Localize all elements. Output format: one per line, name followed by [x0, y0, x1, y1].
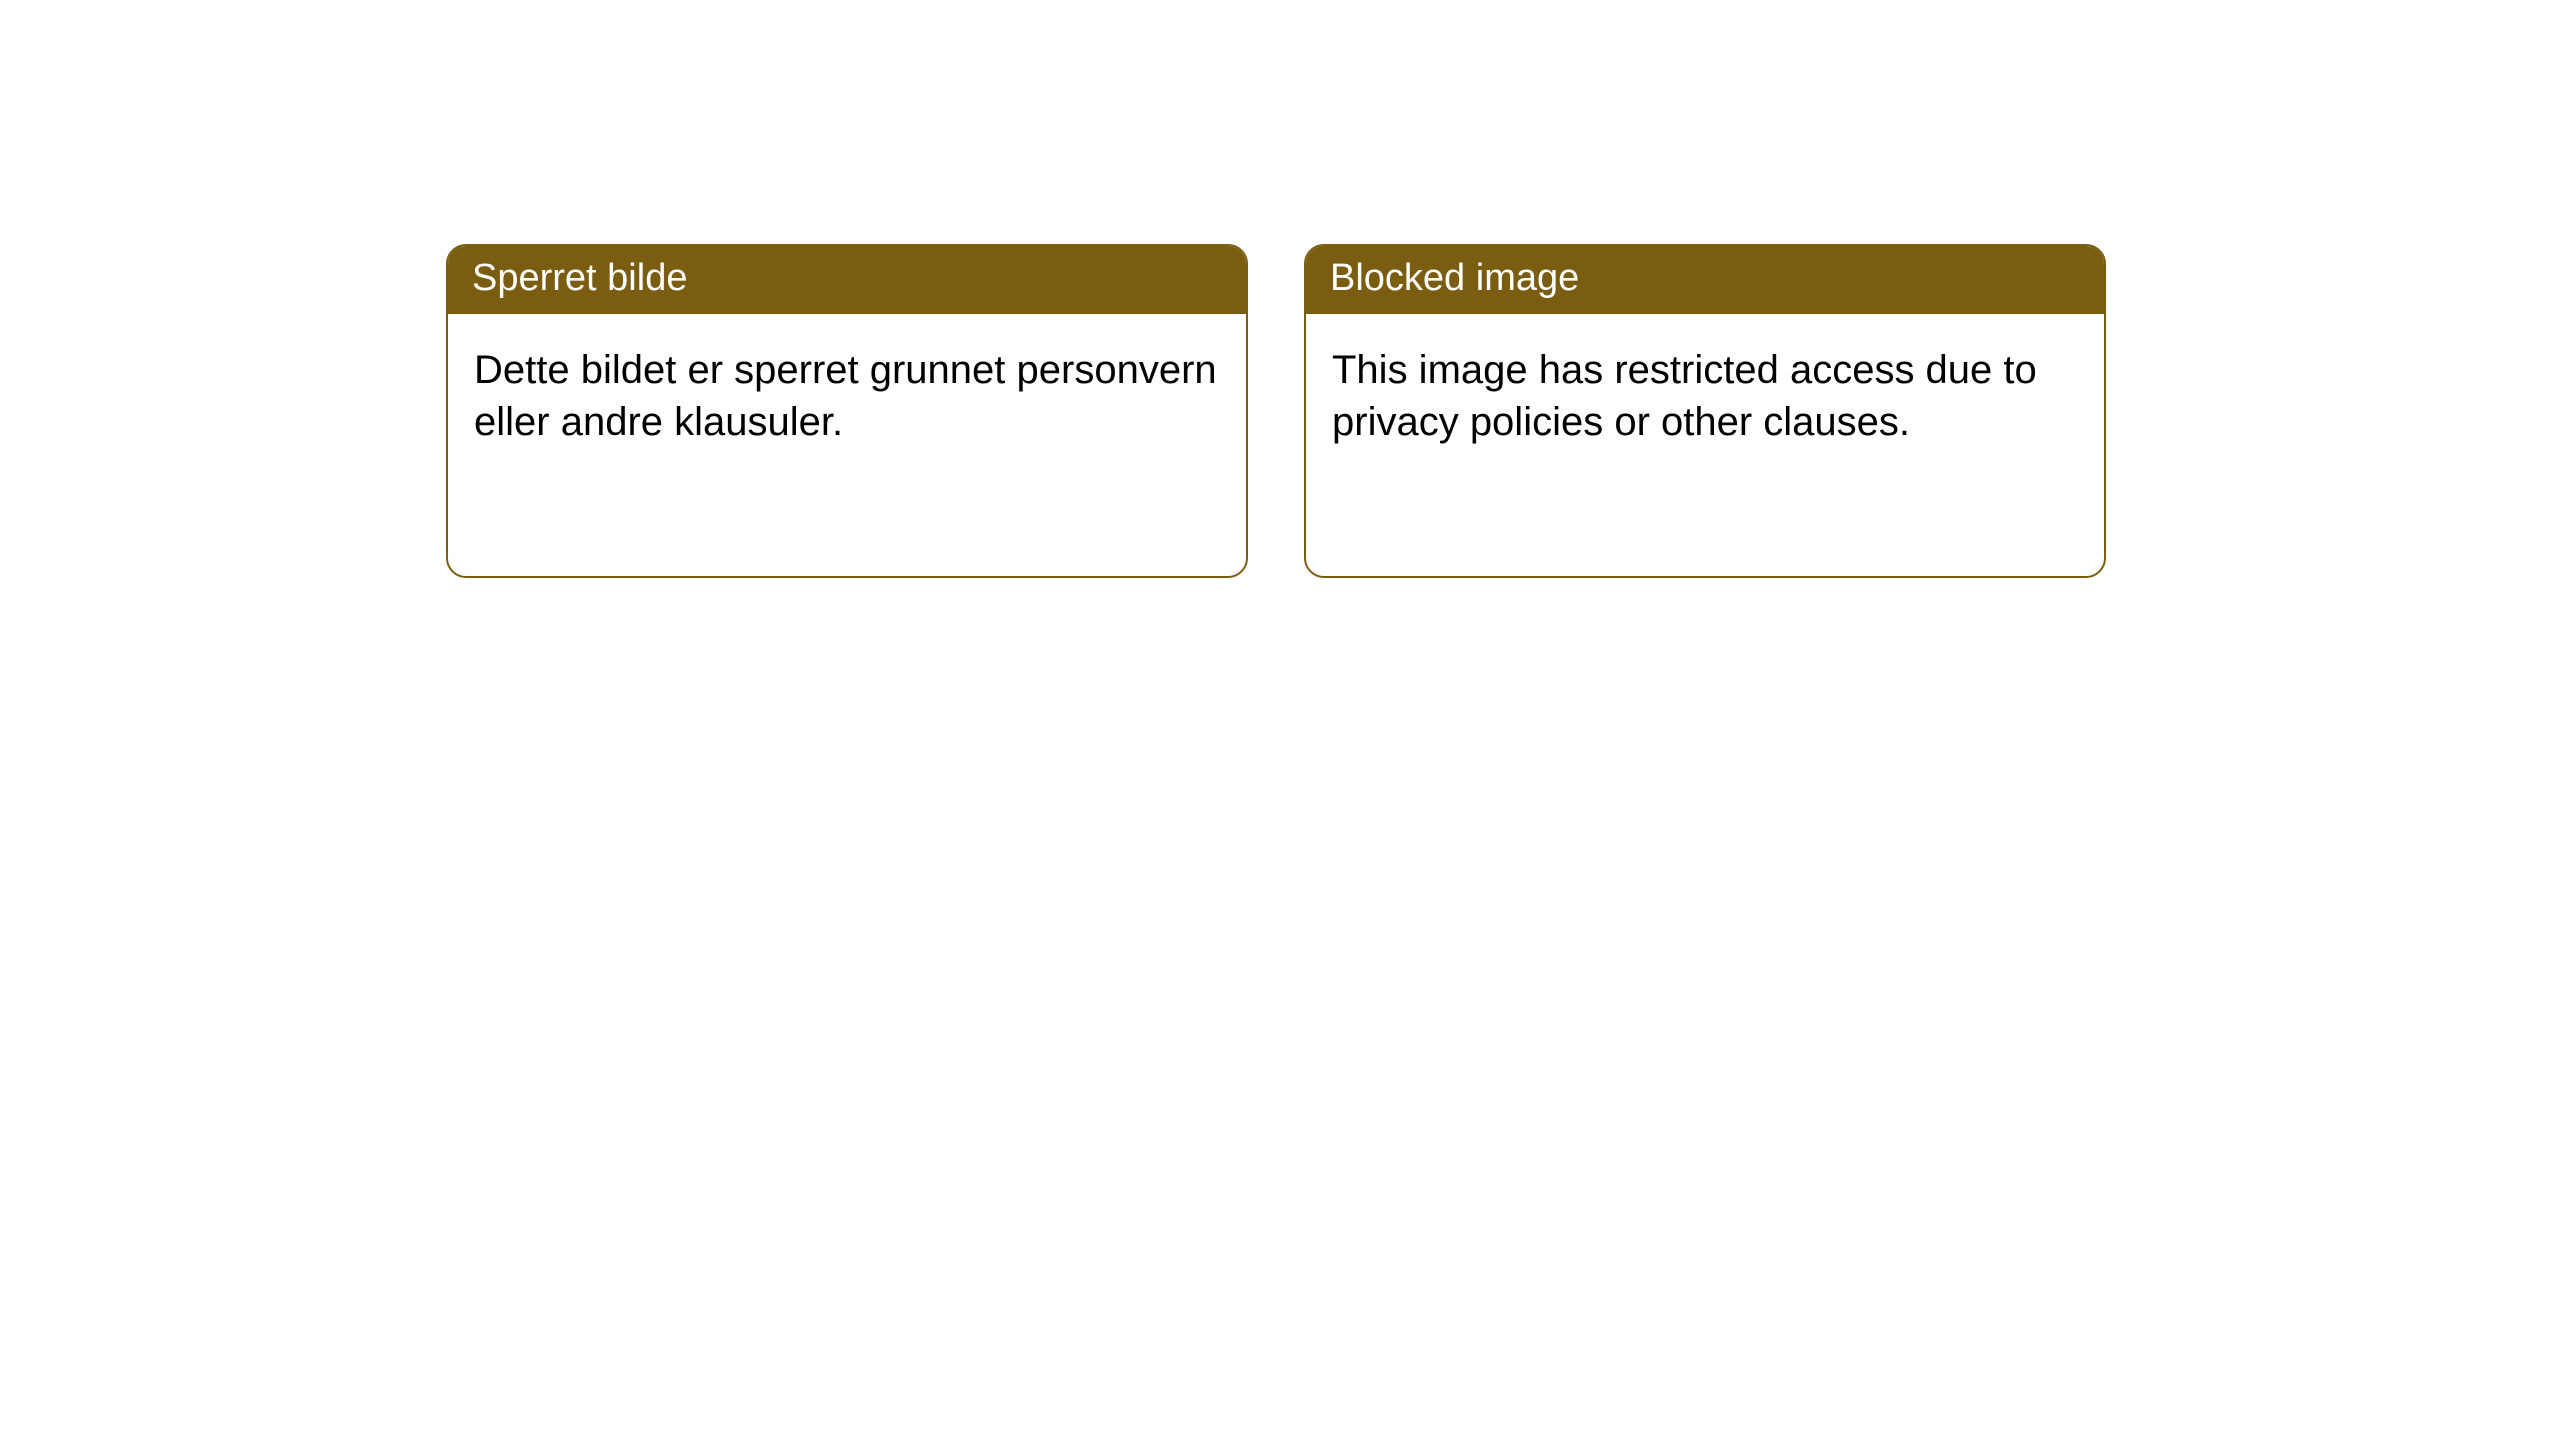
- blocked-image-card-english: Blocked image This image has restricted …: [1304, 244, 2106, 578]
- card-body-english: This image has restricted access due to …: [1306, 314, 2104, 478]
- card-header-norwegian: Sperret bilde: [448, 246, 1246, 314]
- blocked-image-card-norwegian: Sperret bilde Dette bildet er sperret gr…: [446, 244, 1248, 578]
- card-header-english: Blocked image: [1306, 246, 2104, 314]
- card-body-norwegian: Dette bildet er sperret grunnet personve…: [448, 314, 1246, 478]
- cards-container: Sperret bilde Dette bildet er sperret gr…: [0, 0, 2560, 578]
